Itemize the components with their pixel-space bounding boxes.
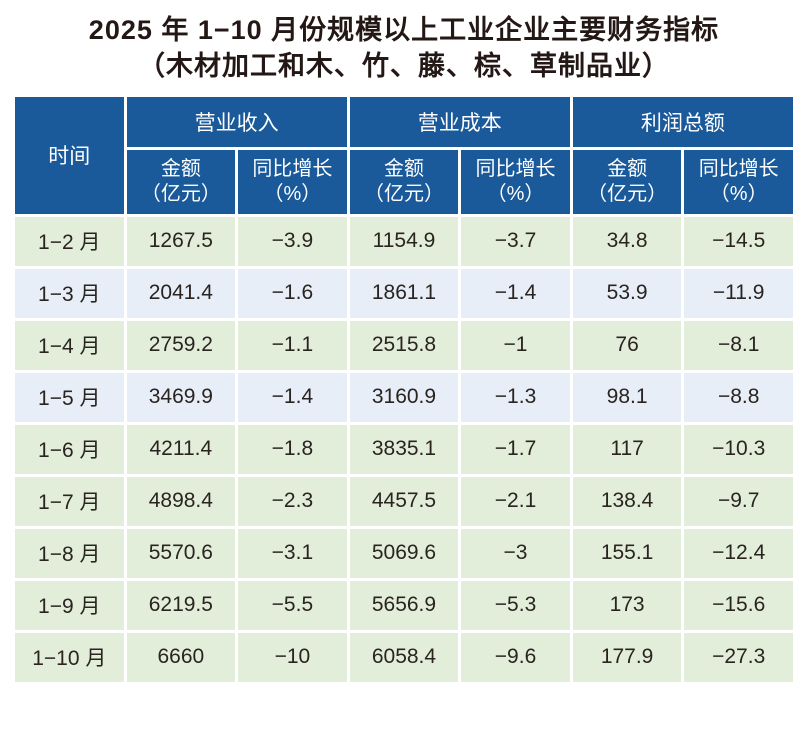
col-header-revenue-growth: 同比增长 （%） [238, 149, 347, 214]
col-header-revenue-amount: 金额 （亿元） [126, 149, 236, 214]
table-row: 1−5 月 3469.9 −1.4 3160.9 −1.3 98.1 −8.8 [15, 372, 793, 422]
revenue-amount-cell: 1267.5 [126, 216, 236, 266]
revenue-growth-cell: −1.1 [238, 320, 347, 370]
profit-amount-cell: 98.1 [572, 372, 682, 422]
col-header-cost-growth: 同比增长 （%） [461, 149, 570, 214]
profit-growth-cell: −15.6 [684, 580, 793, 630]
revenue-amount-cell: 2759.2 [126, 320, 236, 370]
cost-amount-cell: 6058.4 [349, 632, 459, 682]
revenue-amount-cell: 3469.9 [126, 372, 236, 422]
profit-amount-cell: 117 [572, 424, 682, 474]
table-row: 1−10 月 6660 −10 6058.4 −9.6 177.9 −27.3 [15, 632, 793, 682]
period-cell: 1−7 月 [15, 476, 124, 526]
revenue-growth-cell: −1.8 [238, 424, 347, 474]
table-row: 1−7 月 4898.4 −2.3 4457.5 −2.1 138.4 −9.7 [15, 476, 793, 526]
revenue-amount-cell: 4898.4 [126, 476, 236, 526]
cost-amount-cell: 5069.6 [349, 528, 459, 578]
profit-amount-cell: 155.1 [572, 528, 682, 578]
revenue-amount-cell: 4211.4 [126, 424, 236, 474]
profit-growth-cell: −8.1 [684, 320, 793, 370]
cost-amount-cell: 5656.9 [349, 580, 459, 630]
header-sub-row: 金额 （亿元） 同比增长 （%） 金额 （亿元） 同比增长 （%） 金额 （亿元… [15, 149, 793, 214]
revenue-growth-cell: −3.9 [238, 216, 347, 266]
profit-amount-cell: 76 [572, 320, 682, 370]
revenue-amount-cell: 6660 [126, 632, 236, 682]
profit-amount-cell: 177.9 [572, 632, 682, 682]
cost-growth-cell: −2.1 [461, 476, 570, 526]
period-cell: 1−6 月 [15, 424, 124, 474]
period-cell: 1−4 月 [15, 320, 124, 370]
revenue-amount-cell: 6219.5 [126, 580, 236, 630]
cost-growth-cell: −5.3 [461, 580, 570, 630]
table-row: 1−2 月 1267.5 −3.9 1154.9 −3.7 34.8 −14.5 [15, 216, 793, 266]
cost-growth-cell: −1.3 [461, 372, 570, 422]
cost-growth-cell: −1.7 [461, 424, 570, 474]
table-row: 1−8 月 5570.6 −3.1 5069.6 −3 155.1 −12.4 [15, 528, 793, 578]
profit-growth-cell: −8.8 [684, 372, 793, 422]
revenue-growth-cell: −2.3 [238, 476, 347, 526]
revenue-growth-cell: −5.5 [238, 580, 347, 630]
period-cell: 1−5 月 [15, 372, 124, 422]
profit-amount-cell: 173 [572, 580, 682, 630]
period-cell: 1−10 月 [15, 632, 124, 682]
table-row: 1−3 月 2041.4 −1.6 1861.1 −1.4 53.9 −11.9 [15, 268, 793, 318]
cost-amount-cell: 3160.9 [349, 372, 459, 422]
col-header-profit-amount: 金额 （亿元） [572, 149, 682, 214]
page-title: 2025 年 1−10 月份规模以上工业企业主要财务指标 （木材加工和木、竹、藤… [0, 13, 808, 85]
cost-growth-cell: −1 [461, 320, 570, 370]
financial-indicators-table: 时间 营业收入 营业成本 利润总额 金额 （亿元） 同比增长 （%） 金额 （亿… [12, 93, 796, 685]
page-title-line2: （木材加工和木、竹、藤、棕、草制品业） [138, 50, 670, 81]
profit-amount-cell: 34.8 [572, 216, 682, 266]
col-group-total-profit: 利润总额 [572, 96, 793, 147]
table-row: 1−9 月 6219.5 −5.5 5656.9 −5.3 173 −15.6 [15, 580, 793, 630]
col-header-cost-amount: 金额 （亿元） [349, 149, 459, 214]
page-title-line1: 2025 年 1−10 月份规模以上工业企业主要财务指标 [88, 15, 720, 45]
revenue-amount-cell: 5570.6 [126, 528, 236, 578]
cost-growth-cell: −3 [461, 528, 570, 578]
cost-growth-cell: −1.4 [461, 268, 570, 318]
col-header-time: 时间 [15, 96, 124, 214]
profit-growth-cell: −11.9 [684, 268, 793, 318]
period-cell: 1−9 月 [15, 580, 124, 630]
profit-growth-cell: −12.4 [684, 528, 793, 578]
cost-amount-cell: 3835.1 [349, 424, 459, 474]
cost-amount-cell: 1861.1 [349, 268, 459, 318]
profit-growth-cell: −14.5 [684, 216, 793, 266]
profit-growth-cell: −27.3 [684, 632, 793, 682]
cost-amount-cell: 2515.8 [349, 320, 459, 370]
profit-amount-cell: 53.9 [572, 268, 682, 318]
col-header-profit-growth: 同比增长 （%） [684, 149, 793, 214]
col-group-operating-cost: 营业成本 [349, 96, 570, 147]
revenue-growth-cell: −1.4 [238, 372, 347, 422]
header-group-row: 时间 营业收入 营业成本 利润总额 [15, 96, 793, 214]
period-cell: 1−8 月 [15, 528, 124, 578]
revenue-growth-cell: −10 [238, 632, 347, 682]
revenue-growth-cell: −1.6 [238, 268, 347, 318]
cost-growth-cell: −9.6 [461, 632, 570, 682]
revenue-growth-cell: −3.1 [238, 528, 347, 578]
col-group-operating-revenue: 营业收入 [126, 96, 347, 147]
cost-amount-cell: 4457.5 [349, 476, 459, 526]
cost-growth-cell: −3.7 [461, 216, 570, 266]
period-cell: 1−3 月 [15, 268, 124, 318]
table-row: 1−4 月 2759.2 −1.1 2515.8 −1 76 −8.1 [15, 320, 793, 370]
profit-amount-cell: 138.4 [572, 476, 682, 526]
profit-growth-cell: −9.7 [684, 476, 793, 526]
table-row: 1−6 月 4211.4 −1.8 3835.1 −1.7 117 −10.3 [15, 424, 793, 474]
revenue-amount-cell: 2041.4 [126, 268, 236, 318]
cost-amount-cell: 1154.9 [349, 216, 459, 266]
profit-growth-cell: −10.3 [684, 424, 793, 474]
period-cell: 1−2 月 [15, 216, 124, 266]
